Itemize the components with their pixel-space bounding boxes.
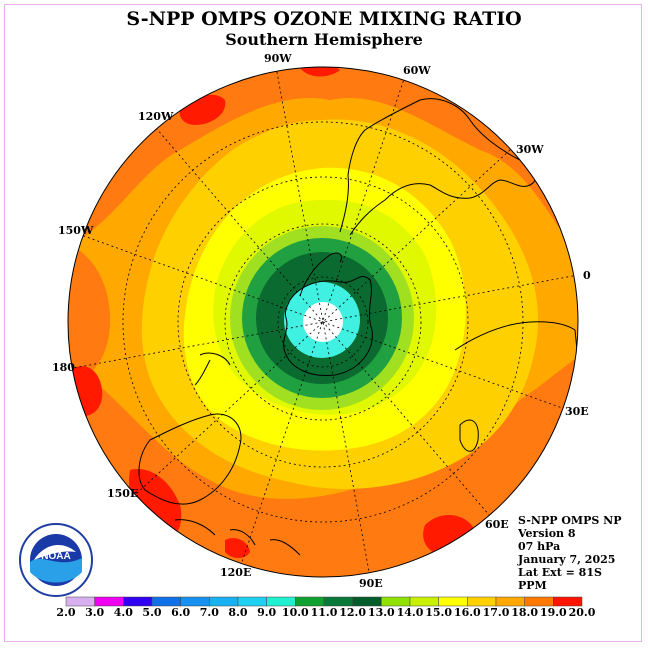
color-scale-segment — [467, 596, 497, 607]
color-scale-segment — [266, 596, 296, 607]
info-instrument: S-NPP OMPS NP — [518, 514, 622, 527]
info-date: January 7, 2025 — [518, 553, 616, 566]
lon-label-150e: 150E — [107, 487, 139, 500]
color-scale-tick-label: 15.0 — [425, 606, 453, 619]
lon-label-120e: 120E — [220, 566, 252, 579]
lon-label-30w: 30W — [516, 143, 544, 156]
color-scale-tick-label: 10.0 — [281, 606, 309, 619]
color-scale-segment — [94, 596, 124, 607]
chart-title: S-NPP OMPS OZONE MIXING RATIO — [126, 8, 522, 30]
meridian-0-180 — [68, 274, 578, 370]
color-scale-tick-label: 13.0 — [367, 606, 395, 619]
meridian-60e-120w — [155, 127, 491, 517]
info-units: PPM — [518, 579, 547, 592]
color-scale-tick-label: 8.0 — [228, 606, 248, 619]
color-scale-segment — [524, 596, 554, 607]
color-scale-tick-label: 14.0 — [396, 606, 424, 619]
color-scale-tick-label: 6.0 — [171, 606, 191, 619]
meridian-90w-90e — [275, 67, 371, 577]
lat-circle-20 — [122, 121, 524, 523]
color-scale-segment — [323, 596, 353, 607]
lon-label-90w: 90W — [264, 52, 292, 65]
meridian-30e-150w — [80, 234, 566, 410]
info-pressure-level: 07 hPa — [518, 540, 561, 553]
coast-antarctic-peninsula — [299, 252, 343, 297]
color-scale-segment — [495, 596, 525, 607]
color-scale-tick-label: 2.0 — [56, 606, 76, 619]
figure-frame — [4, 4, 642, 642]
coast-madagascar — [459, 419, 479, 452]
lat-circle-40 — [177, 176, 469, 468]
color-scale-tick-label: 4.0 — [113, 606, 133, 619]
color-scale-tick-label: 5.0 — [142, 606, 162, 619]
color-scale-segment — [123, 596, 153, 607]
color-scale-segment — [553, 596, 583, 607]
lon-label-90e: 90E — [359, 577, 383, 590]
lat-circle-60 — [224, 223, 422, 421]
coast-australia — [138, 413, 242, 505]
product-info: S-NPP OMPS NP Version 8 07 hPa January 7… — [518, 514, 621, 592]
noaa-logo-text: NOAA — [41, 551, 70, 562]
lon-label-150w: 150W — [58, 224, 94, 237]
field-darkorange-band-west — [68, 240, 110, 390]
info-version: Version 8 — [518, 527, 576, 540]
lon-label-30e: 30E — [565, 405, 589, 418]
color-scale-segment — [65, 596, 95, 607]
lon-label-60w: 60W — [403, 64, 431, 77]
coast-africa — [454, 321, 578, 361]
chart-subtitle: Southern Hemisphere — [225, 30, 423, 49]
color-scale-tick-label: 19.0 — [539, 606, 567, 619]
coast-indonesia — [174, 519, 301, 556]
lon-label-180: 180 — [52, 361, 75, 374]
noaa-logo: NOAA — [19, 523, 93, 597]
lat-circle-80 — [277, 276, 369, 368]
color-scale-tick-label: 20.0 — [568, 606, 596, 619]
coast-new-zealand — [194, 352, 231, 386]
info-lat-extent: Lat Ext = 81S — [518, 566, 602, 579]
color-scale-tick-label: 18.0 — [511, 606, 539, 619]
graticule — [68, 67, 578, 577]
color-scale-tick-label: 16.0 — [453, 606, 481, 619]
color-scale-tick-label: 12.0 — [339, 606, 367, 619]
color-scale-tick-label: 3.0 — [85, 606, 105, 619]
color-scale-segment — [151, 596, 181, 607]
color-scale-segment — [295, 596, 325, 607]
lon-label-120w: 120W — [138, 110, 174, 123]
color-scale-segment — [352, 596, 382, 607]
ozone-field — [68, 67, 578, 577]
color-scale-segment — [180, 596, 210, 607]
color-scale-tick-label: 7.0 — [199, 606, 219, 619]
meridian-60w-120e — [239, 75, 406, 569]
lon-label-60e: 60E — [485, 518, 509, 531]
color-scale-segment — [209, 596, 239, 607]
color-scale-tick-label: 11.0 — [310, 606, 338, 619]
hotspot-south — [225, 538, 250, 558]
color-scale-segment — [438, 596, 468, 607]
color-scale-tick-label: 9.0 — [257, 606, 277, 619]
coast-antarctica — [283, 276, 373, 377]
color-scale-tick-label: 17.0 — [482, 606, 510, 619]
color-scale-segment — [381, 596, 411, 607]
hotspot-north — [300, 67, 340, 77]
globe-outline — [67, 66, 579, 578]
color-scale-segment — [409, 596, 439, 607]
color-scale-segment — [237, 596, 267, 607]
lon-label-0: 0 — [583, 269, 591, 282]
